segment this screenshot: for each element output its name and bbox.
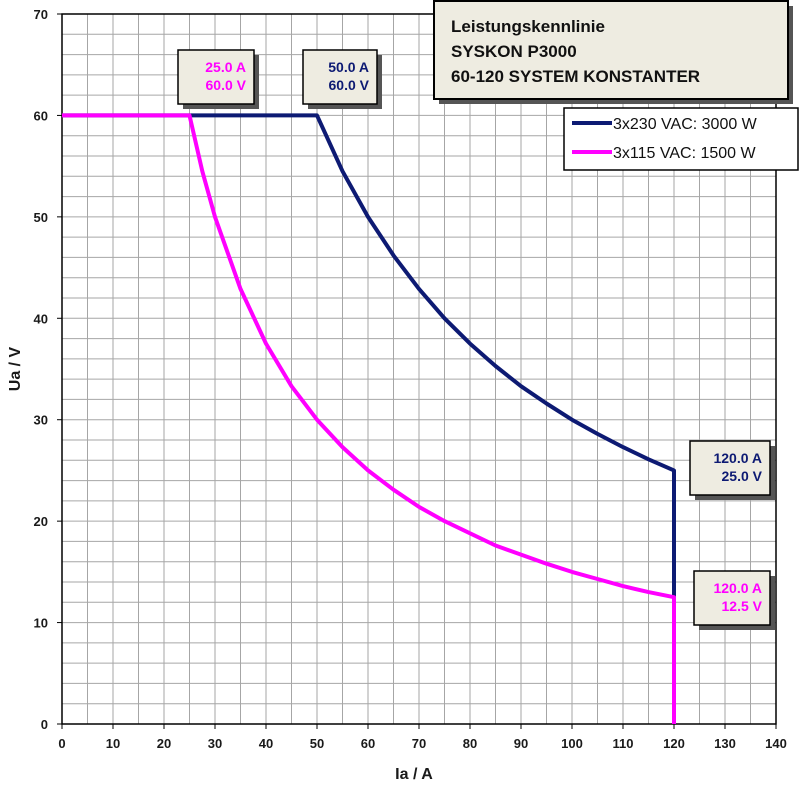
annotation-text: 12.5 V — [722, 598, 763, 614]
y-tick-label: 40 — [34, 311, 48, 326]
annotation-text: 120.0 A — [713, 450, 762, 466]
x-tick-label: 130 — [714, 736, 736, 751]
y-tick-label: 30 — [34, 413, 48, 428]
x-tick-label: 60 — [361, 736, 375, 751]
y-tick-label: 0 — [41, 717, 48, 732]
x-tick-label: 0 — [58, 736, 65, 751]
y-tick-label: 60 — [34, 108, 48, 123]
annotation-text: 25.0 V — [722, 468, 763, 484]
legend-label-3x115: 3x115 VAC: 1500 W — [613, 145, 756, 162]
x-tick-label: 40 — [259, 736, 273, 751]
annotation-label: 120.0 A 12.5 V — [693, 570, 775, 630]
annotation-label: 120.0 A 25.0 V — [689, 440, 775, 500]
x-axis-label: Ia / A — [395, 766, 433, 783]
annotation-label: 25.0 A 60.0 V — [177, 49, 259, 109]
chart-title-box: Leistungskennlinie SYSKON P3000 60-120 S… — [433, 0, 793, 104]
x-tick-label: 10 — [106, 736, 120, 751]
legend-label-3x230: 3x230 VAC: 3000 W — [613, 116, 758, 133]
y-tick-label: 70 — [34, 7, 48, 22]
y-tick-label: 10 — [34, 616, 48, 631]
y-axis-label: Ua / V — [7, 346, 24, 391]
series-line-1 — [62, 113, 676, 724]
annotation-text: 60.0 V — [206, 77, 247, 93]
x-tick-label: 80 — [463, 736, 477, 751]
x-tick-label: 90 — [514, 736, 528, 751]
y-tick-label: 50 — [34, 210, 48, 225]
x-tick-label: 100 — [561, 736, 583, 751]
chart-title-line-1: Leistungskennlinie — [451, 17, 605, 36]
tick-labels: 0 10 20 30 40 50 60 70 80 90 100 110 120 130 140 0 10 20 3… — [34, 7, 787, 751]
annotation-text: 60.0 V — [329, 77, 370, 93]
x-tick-label: 110 — [613, 736, 634, 751]
annotation-text: 120.0 A — [713, 580, 762, 596]
y-tick-label: 20 — [34, 514, 48, 529]
chart-title-line-3: 60-120 SYSTEM KONSTANTER — [451, 67, 700, 86]
x-tick-label: 140 — [765, 736, 787, 751]
annotation-label: 50.0 A 60.0 V — [302, 49, 382, 109]
x-tick-label: 50 — [310, 736, 324, 751]
series-lines — [62, 113, 676, 724]
x-tick-label: 70 — [412, 736, 426, 751]
chart-title-line-2: SYSKON P3000 — [451, 42, 577, 61]
annotation-text: 25.0 A — [205, 59, 246, 75]
legend: 3x230 VAC: 3000 W 3x115 VAC: 1500 W — [563, 107, 799, 171]
annotation-text: 50.0 A — [328, 59, 369, 75]
x-tick-label: 20 — [157, 736, 171, 751]
x-tick-label: 30 — [208, 736, 222, 751]
series-line-0 — [62, 113, 676, 724]
x-tick-label: 120 — [663, 736, 685, 751]
